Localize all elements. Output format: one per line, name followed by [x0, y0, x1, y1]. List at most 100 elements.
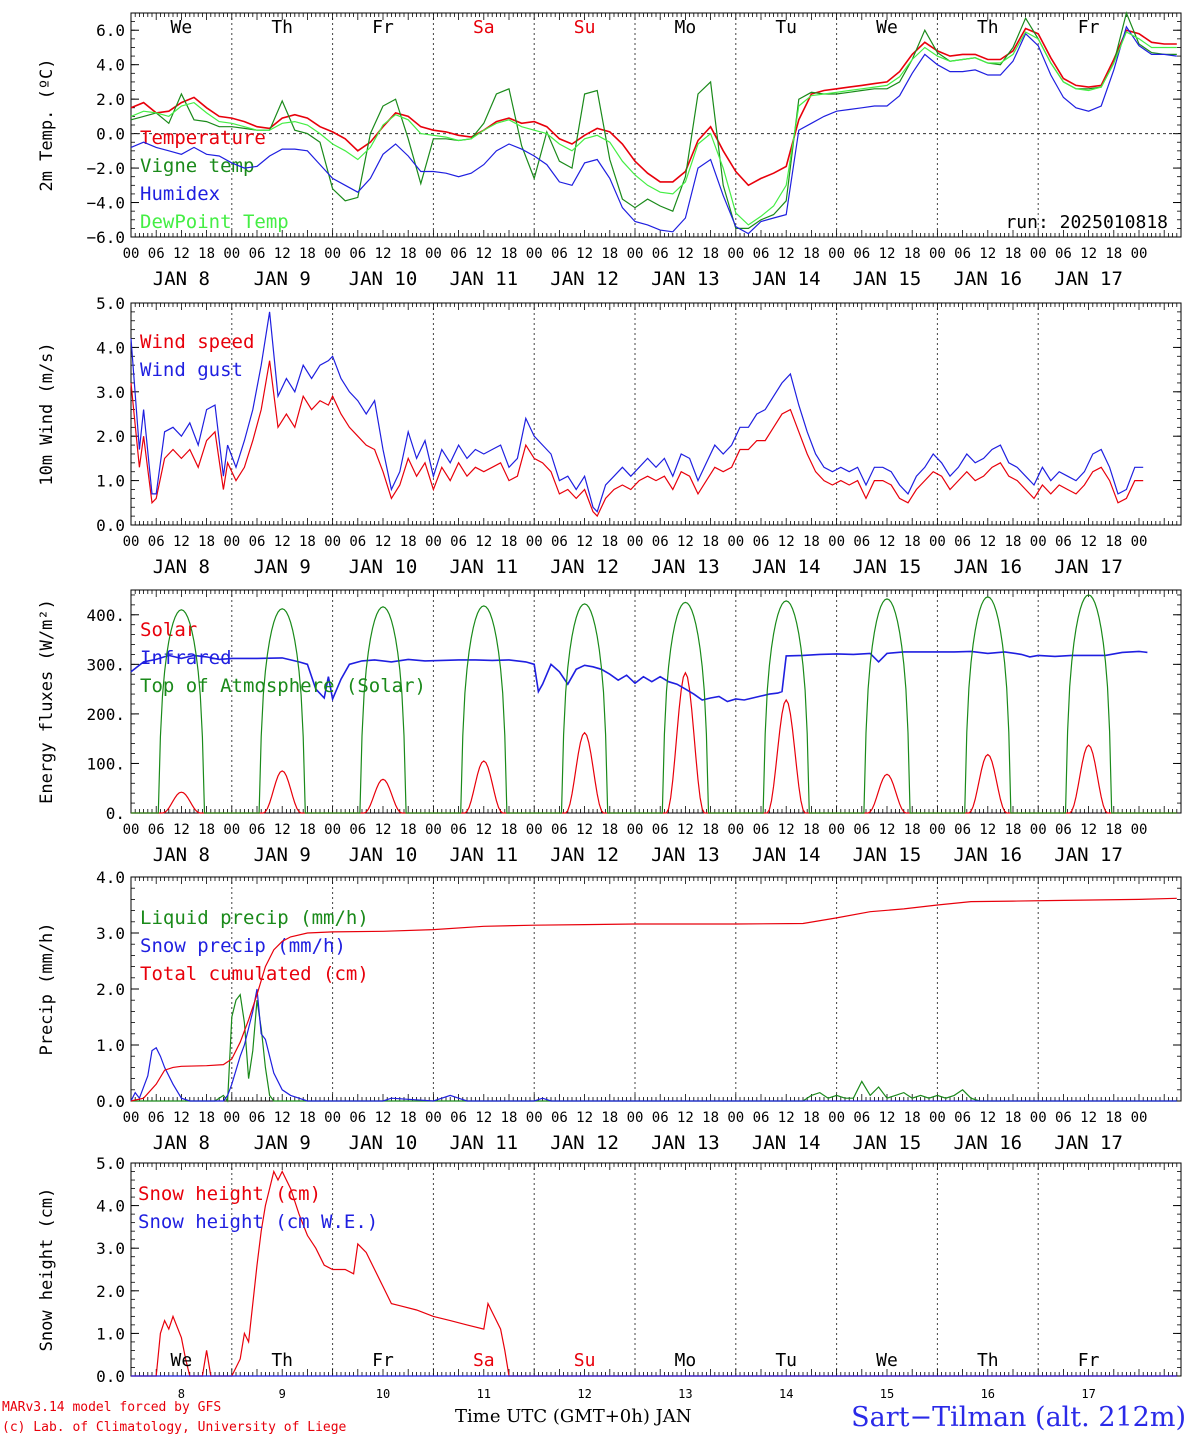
hour-tick-label: 18: [1105, 1110, 1122, 1126]
date-label: JAN 17: [1054, 556, 1123, 578]
legend-entry: Liquid precip (mm/h): [140, 907, 369, 929]
date-label: JAN 12: [550, 844, 619, 866]
station-name: Sart−Tilman (alt. 212m): [851, 1402, 1186, 1433]
hour-tick-label: 06: [1055, 534, 1072, 550]
hour-tick-label: 06: [1055, 1110, 1072, 1126]
series-line: [130, 25, 1177, 235]
hour-tick-label: 00: [425, 1110, 442, 1126]
date-label: JAN 9: [254, 556, 311, 578]
date-label: JAN 8: [153, 844, 210, 866]
hour-tick-label: 00: [123, 822, 140, 838]
hour-tick-label: 18: [501, 1110, 518, 1126]
date-label: JAN 13: [651, 1132, 720, 1154]
hour-tick-label: 12: [375, 822, 392, 838]
date-label: JAN 9: [254, 844, 311, 866]
hour-tick-label: 00: [223, 246, 240, 262]
y-tick-label: 400.: [86, 606, 125, 625]
hour-tick-label: 12: [375, 246, 392, 262]
y-tick-label: 1.0: [96, 1036, 125, 1055]
date-label: JAN 14: [752, 844, 821, 866]
y-tick-label: 5.0: [96, 294, 125, 313]
date-label: JAN 13: [651, 844, 720, 866]
hour-tick-label: 00: [1030, 822, 1047, 838]
hour-tick-label: 00: [828, 246, 845, 262]
day-label: Th: [271, 1350, 293, 1371]
legend-entry: Temperature: [140, 127, 266, 149]
hour-tick-label: 00: [727, 246, 744, 262]
hour-tick-label: 06: [551, 822, 568, 838]
y-tick-label: 2.0: [96, 90, 125, 109]
legend-entry: Snow precip (mm/h): [140, 935, 346, 957]
date-label: JAN 9: [254, 268, 311, 290]
hour-tick-label: 18: [601, 534, 618, 550]
date-number-label: 9: [279, 1387, 286, 1401]
day-label: Mo: [675, 17, 697, 38]
y-tick-label: 0.0: [96, 125, 125, 144]
hour-tick-label: 00: [223, 1110, 240, 1126]
hour-tick-label: 18: [702, 822, 719, 838]
hour-tick-label: 12: [1080, 822, 1097, 838]
date-number-label: 16: [981, 1387, 995, 1401]
hour-tick-label: 12: [778, 822, 795, 838]
hour-tick-label: 06: [551, 534, 568, 550]
hour-tick-label: 00: [1030, 534, 1047, 550]
date-label: JAN 11: [449, 1132, 518, 1154]
series-line: [130, 31, 1177, 226]
series-line: [131, 1169, 1177, 1377]
hour-tick-label: 06: [652, 534, 669, 550]
day-label: Fr: [372, 17, 394, 38]
date-label: JAN 16: [953, 844, 1022, 866]
y-tick-label: 1.0: [96, 472, 125, 491]
hour-tick-label: 06: [753, 534, 770, 550]
date-number-label: 15: [880, 1387, 894, 1401]
hour-tick-label: 00: [828, 1110, 845, 1126]
day-label: Fr: [1078, 1350, 1100, 1371]
hour-tick-label: 00: [425, 534, 442, 550]
day-label: Sa: [473, 17, 495, 38]
date-label: JAN 14: [752, 268, 821, 290]
hour-tick-label: 18: [1005, 1110, 1022, 1126]
hour-tick-label: 00: [526, 534, 543, 550]
date-label: JAN 8: [153, 268, 210, 290]
hour-tick-label: 18: [400, 534, 417, 550]
hour-tick-label: 18: [904, 1110, 921, 1126]
date-label: JAN 14: [752, 1132, 821, 1154]
date-number-label: 13: [678, 1387, 692, 1401]
y-tick-label: 0.0: [96, 516, 125, 535]
hour-tick-label: 12: [677, 1110, 694, 1126]
hour-tick-label: 18: [198, 534, 215, 550]
hour-tick-label: 18: [1005, 822, 1022, 838]
date-label: JAN 15: [853, 1132, 922, 1154]
hour-tick-label: 00: [123, 534, 140, 550]
hour-tick-label: 12: [879, 822, 896, 838]
hour-tick-label: 18: [299, 822, 316, 838]
hour-tick-label: 12: [778, 246, 795, 262]
hour-tick-label: 06: [753, 1110, 770, 1126]
hour-tick-label: 18: [501, 534, 518, 550]
date-label: JAN 11: [449, 844, 518, 866]
legend-entry: Wind gust: [140, 359, 243, 381]
y-tick-label: −4.0: [86, 194, 125, 213]
hour-tick-label: 00: [727, 534, 744, 550]
hour-tick-label: 06: [954, 822, 971, 838]
y-tick-label: 4.0: [96, 56, 125, 75]
hour-tick-label: 00: [627, 1110, 644, 1126]
hour-tick-label: 12: [778, 534, 795, 550]
hour-tick-label: 06: [249, 534, 266, 550]
hour-tick-label: 18: [803, 246, 820, 262]
hour-tick-label: 06: [652, 246, 669, 262]
hour-tick-label: 00: [1131, 534, 1148, 550]
hour-tick-label: 18: [1005, 246, 1022, 262]
date-number-label: 14: [779, 1387, 793, 1401]
series-line: [130, 988, 1177, 1102]
legend-entry: Solar: [140, 619, 197, 641]
hour-tick-label: 06: [753, 822, 770, 838]
hour-tick-label: 18: [299, 246, 316, 262]
hour-tick-label: 00: [526, 1110, 543, 1126]
hour-tick-label: 00: [929, 822, 946, 838]
hour-tick-label: 00: [526, 822, 543, 838]
hour-tick-label: 12: [979, 534, 996, 550]
hour-tick-label: 12: [173, 822, 190, 838]
date-label: JAN 16: [953, 1132, 1022, 1154]
panel-2: 5.0 4.0 3.0 2.0 1.0 0.0 10m Wind (m/s) Wind spe…: [37, 294, 1182, 578]
